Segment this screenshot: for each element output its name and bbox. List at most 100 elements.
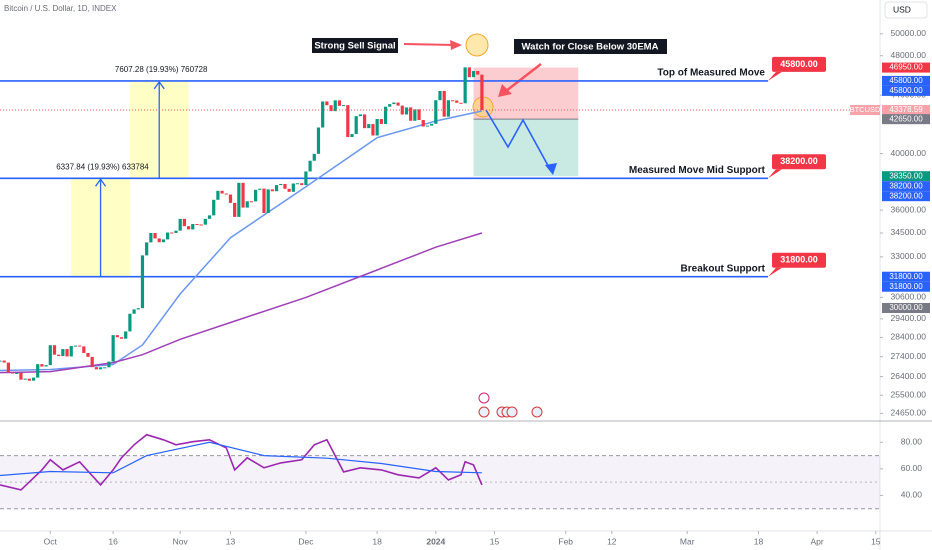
- measure-label: 6337.84 (19.93%) 633784: [56, 162, 149, 171]
- y-tick-label: 33000.00: [891, 251, 927, 261]
- target-zone: [473, 119, 579, 177]
- level-pill: [772, 154, 826, 170]
- candle: [19, 372, 23, 380]
- price-label-box: [882, 62, 930, 73]
- annotation-arrow: [505, 63, 542, 92]
- candle: [342, 105, 346, 107]
- candle: [362, 114, 367, 129]
- event-icon[interactable]: [478, 392, 490, 404]
- annotation-arrow: [403, 43, 456, 46]
- level-value: 31800.00: [780, 255, 818, 265]
- candle: [119, 337, 124, 339]
- candle: [279, 183, 283, 186]
- y-tick-label: 27400.00: [891, 351, 927, 361]
- candle: [295, 183, 300, 185]
- x-tick-label: Apr: [811, 536, 824, 546]
- candle: [94, 367, 98, 370]
- level-value: 45800.00: [780, 59, 818, 69]
- level-pill: [772, 252, 826, 268]
- candle: [6, 362, 10, 373]
- candle: [207, 215, 212, 219]
- price-label-box: [882, 171, 930, 182]
- candle: [337, 100, 342, 106]
- candle: [241, 182, 245, 208]
- candle: [266, 189, 270, 213]
- level-text: Breakout Support: [681, 263, 766, 274]
- candle: [304, 171, 308, 186]
- candle: [283, 183, 287, 189]
- rsi-line: [0, 441, 482, 477]
- price-label-box: [882, 271, 930, 282]
- candle: [199, 224, 203, 226]
- candle: [44, 365, 48, 367]
- candle: [203, 218, 207, 225]
- event-icon[interactable]: [531, 406, 543, 418]
- event-icons: [478, 392, 543, 418]
- x-tick-label: Oct: [44, 536, 58, 546]
- candle: [136, 308, 140, 310]
- candle: [195, 224, 199, 226]
- x-tick-label: 15: [490, 536, 500, 546]
- candle: [149, 232, 153, 243]
- projection-path: [485, 109, 552, 172]
- x-tick-label: Mar: [680, 536, 695, 546]
- candle: [287, 188, 291, 192]
- candle: [459, 102, 463, 104]
- candle: [258, 188, 262, 190]
- last-price: 43378.59: [889, 105, 923, 114]
- candle: [371, 124, 375, 136]
- price-label: 31800.00: [889, 272, 923, 281]
- level-value: 38200.00: [780, 156, 818, 166]
- annotation-box: [312, 38, 398, 53]
- candle: [300, 183, 304, 186]
- symbol-label: BTCUSD: [850, 105, 881, 114]
- level-text: Measured Move Mid Support: [629, 165, 766, 176]
- event-icon[interactable]: [506, 406, 518, 418]
- price-label-box: [882, 302, 930, 313]
- candle: [316, 127, 321, 154]
- candle: [346, 105, 350, 138]
- candle: [270, 189, 274, 192]
- candle: [455, 100, 459, 103]
- moving-average: [0, 232, 483, 374]
- x-tick-label: 2024: [426, 536, 445, 546]
- candle: [388, 104, 392, 107]
- candle: [65, 349, 69, 357]
- event-icon[interactable]: [478, 406, 490, 418]
- candle: [212, 199, 216, 216]
- annotation-arrowhead: [450, 40, 462, 50]
- currency[interactable]: USD: [893, 4, 911, 14]
- candle: [392, 102, 396, 105]
- price-label: 46950.00: [889, 63, 923, 72]
- candle: [480, 74, 484, 111]
- candle: [103, 367, 107, 369]
- candle: [333, 100, 337, 112]
- candle: [321, 101, 325, 128]
- candle: [446, 100, 450, 117]
- candle: [274, 185, 279, 192]
- candle: [10, 372, 15, 374]
- candle: [367, 124, 371, 129]
- candle: [23, 378, 27, 380]
- y-tick-label: 34500.00: [891, 227, 927, 237]
- candle: [0, 360, 2, 362]
- candle: [111, 335, 115, 362]
- y-tick-label: 60.00: [901, 463, 923, 473]
- y-tick-label: 50000.00: [891, 28, 927, 38]
- candle: [220, 190, 224, 194]
- candle: [182, 218, 186, 227]
- candle: [15, 372, 19, 374]
- candle: [358, 114, 362, 117]
- price-label: 45800.00: [889, 86, 923, 95]
- level-pill: [772, 56, 826, 72]
- x-tick-label: 18: [372, 536, 382, 546]
- candle: [450, 100, 455, 102]
- currency-button[interactable]: [884, 1, 928, 19]
- candle: [425, 125, 430, 127]
- candle: [413, 109, 417, 121]
- y-tick-label: 28400.00: [891, 332, 927, 342]
- candle: [471, 71, 476, 78]
- candle: [379, 119, 383, 124]
- symbol-box: [850, 105, 880, 116]
- candle: [312, 153, 316, 161]
